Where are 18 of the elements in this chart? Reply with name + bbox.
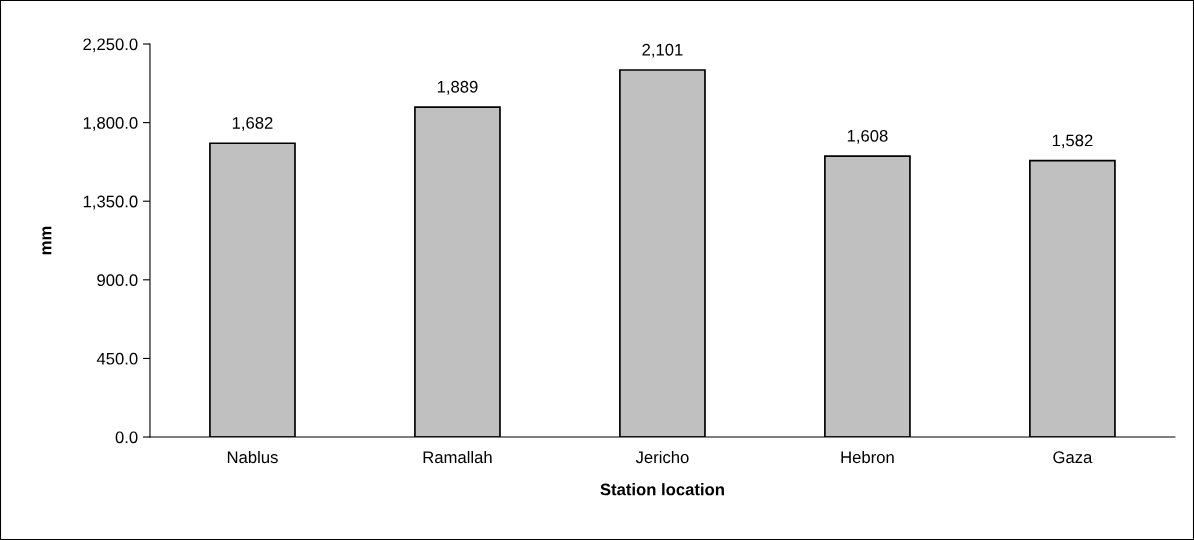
- y-tick-label: 0.0: [115, 431, 138, 444]
- y-tick-label: 450.0: [96, 352, 138, 365]
- y-tick-label: 1,800.0: [83, 117, 138, 131]
- y-tick-label: 1,350.0: [83, 195, 138, 210]
- x-axis-title: Station location: [600, 483, 724, 496]
- data-label: 1,889: [437, 80, 478, 95]
- x-tick-label: Hebron: [841, 450, 894, 464]
- x-tick-label: Nablus: [227, 450, 278, 464]
- data-label: 2,101: [642, 43, 683, 58]
- data-label: 1,682: [232, 117, 273, 131]
- data-label: 1,608: [847, 129, 888, 144]
- x-tick-label: Jericho: [635, 450, 689, 464]
- x-tick-label: Ramallah: [423, 450, 492, 464]
- y-axis-title: mm: [42, 226, 52, 255]
- y-tick-label: 2,250.0: [83, 38, 138, 53]
- y-tick-label: 900.0: [97, 274, 138, 287]
- x-tick-label: Gaza: [1053, 451, 1093, 464]
- data-label: 1,582: [1052, 134, 1093, 149]
